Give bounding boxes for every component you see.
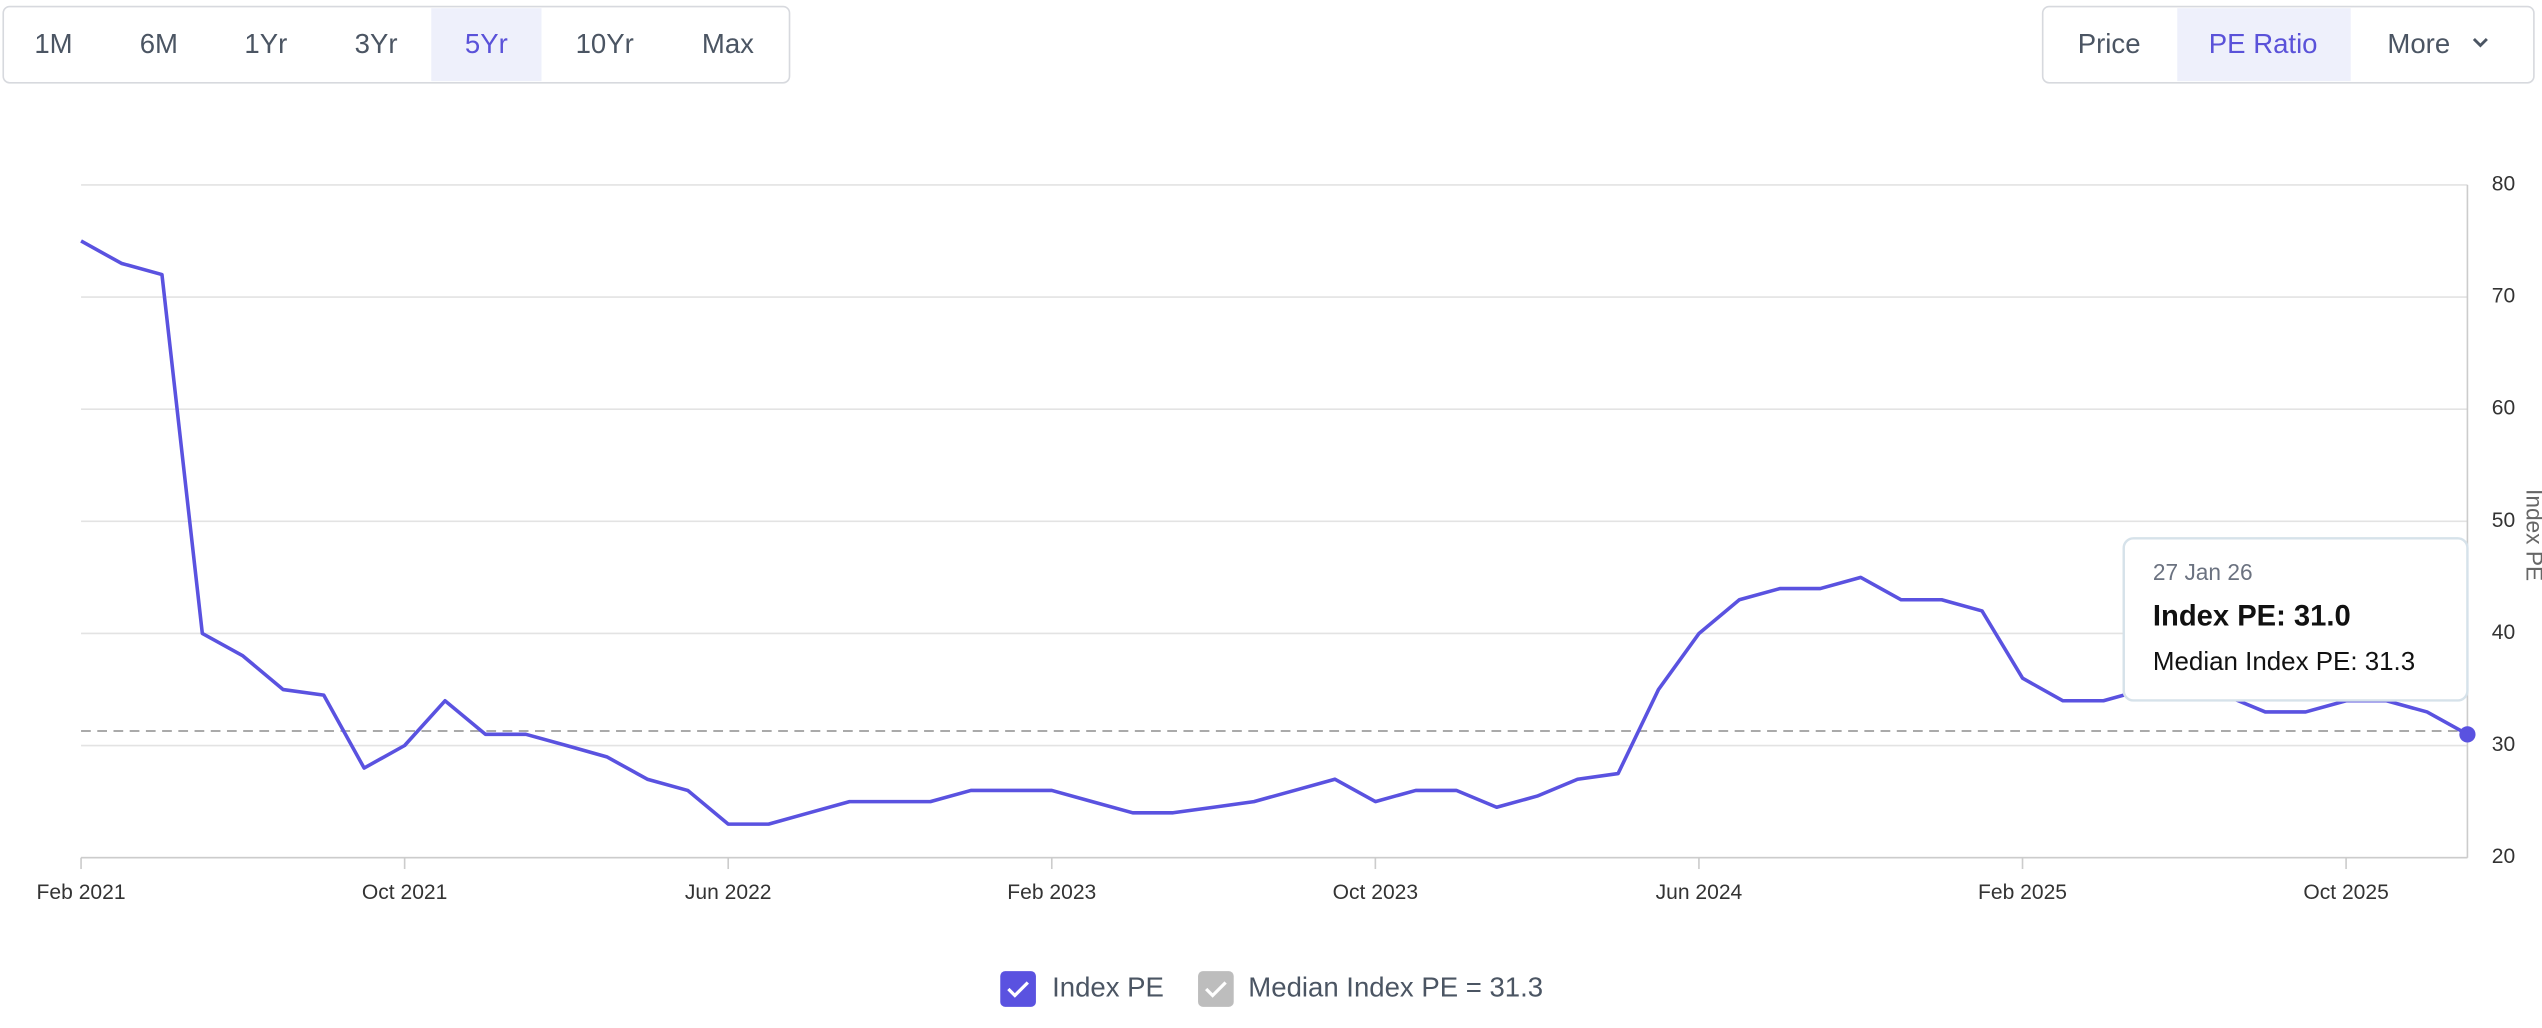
range-button[interactable]: 5Yr bbox=[465, 28, 508, 59]
x-tick-label: Oct 2025 bbox=[2303, 881, 2388, 904]
view-button[interactable]: PE Ratio bbox=[2209, 28, 2318, 59]
tooltip-median: Median Index PE: 31.3 bbox=[2153, 648, 2415, 676]
range-bar bbox=[2, 5, 791, 84]
legend-checkbox[interactable] bbox=[1000, 971, 1036, 1007]
range-button[interactable]: 10Yr bbox=[576, 28, 634, 59]
x-tick-label: Feb 2021 bbox=[37, 881, 126, 904]
y-tick-label: 30 bbox=[2492, 733, 2515, 756]
range-button[interactable]: 3Yr bbox=[355, 28, 398, 59]
legend-label[interactable]: Index PE bbox=[1052, 971, 1164, 1002]
tooltip: 27 Jan 26 Index PE: 31.0 Median Index PE… bbox=[2122, 537, 2469, 702]
legend-checkbox[interactable] bbox=[1198, 971, 1234, 1007]
check-icon bbox=[1205, 981, 1227, 998]
series-line bbox=[80, 239, 2469, 826]
x-tick-label: Feb 2025 bbox=[1978, 881, 2067, 904]
view-button[interactable]: Price bbox=[2078, 28, 2141, 59]
check-icon bbox=[1007, 981, 1029, 998]
selected-bg bbox=[431, 8, 542, 82]
range-button[interactable]: 1Yr bbox=[244, 28, 287, 59]
y-axis-title: Index PE bbox=[2521, 489, 2542, 581]
legend: Index PE Median Index PE = 31.3 bbox=[1000, 971, 1543, 1007]
range-button[interactable]: 1M bbox=[34, 28, 72, 59]
tooltip-value: Index PE: 31.0 bbox=[2153, 600, 2351, 632]
tooltip-date: 27 Jan 26 bbox=[2153, 559, 2253, 585]
y-tick-label: 60 bbox=[2492, 397, 2515, 420]
y-tick-label: 50 bbox=[2492, 509, 2515, 532]
x-tick-label: Oct 2021 bbox=[362, 881, 447, 904]
chevron-icon bbox=[2472, 37, 2488, 48]
y-tick-label: 70 bbox=[2492, 285, 2515, 308]
y-tick-label: 40 bbox=[2492, 621, 2515, 644]
end-point bbox=[2459, 726, 2476, 743]
x-tick-label: Feb 2023 bbox=[1007, 881, 1096, 904]
x-tick-label: Oct 2023 bbox=[1333, 881, 1418, 904]
selected-bg bbox=[2177, 8, 2351, 82]
tooltip-box bbox=[2122, 537, 2469, 702]
legend-label[interactable]: Median Index PE = 31.3 bbox=[1248, 971, 1543, 1002]
x-tick-label: Jun 2024 bbox=[1656, 881, 1743, 904]
y-tick-label: 20 bbox=[2492, 845, 2515, 868]
y-tick-label: 80 bbox=[2492, 172, 2515, 195]
x-tick-label: Jun 2022 bbox=[685, 881, 772, 904]
view-button[interactable]: More bbox=[2387, 28, 2450, 59]
range-button[interactable]: Max bbox=[702, 28, 754, 59]
range-button[interactable]: 6M bbox=[140, 28, 178, 59]
